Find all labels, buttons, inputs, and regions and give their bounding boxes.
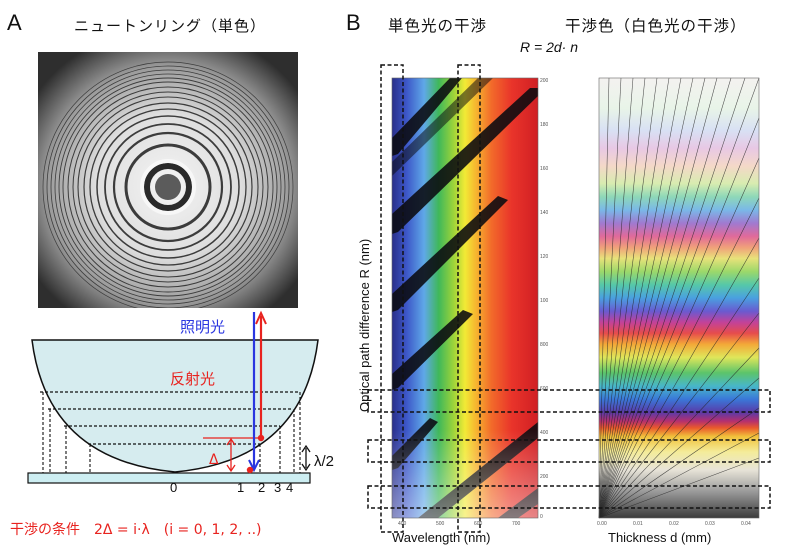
y-tick-800: 800 xyxy=(540,342,548,348)
ring-number-0: 0 xyxy=(170,480,178,495)
y-tick-1000: 1000 xyxy=(540,298,548,304)
ring-number-4: 4 xyxy=(286,480,294,495)
interference-condition: 干渉の条件 2Δ = i·λ (i = 0, 1, 2, ..) xyxy=(10,522,262,538)
ring-number-3: 3 xyxy=(274,480,282,495)
y-tick-200: 200 xyxy=(540,474,548,480)
half-wavelength-label: λ/2 xyxy=(314,453,335,470)
x-axis-label-thickness: Thickness d (mm) xyxy=(608,530,712,545)
delta-label: Δ xyxy=(209,452,219,468)
thickness-tick-4: 0.04 xyxy=(741,521,751,527)
x-axis-label-wavelength: Wavelength (nm) xyxy=(392,530,491,545)
monochromatic-interference-title: 単色光の干渉 xyxy=(388,17,488,35)
newton-rings-photo xyxy=(38,52,298,308)
y-tick-0: 0 xyxy=(540,514,543,520)
thickness-tick-0: 0.00 xyxy=(597,521,607,527)
ring-number-2: 2 xyxy=(258,480,266,495)
interference-color-title: 干渉色（白色光の干渉） xyxy=(565,17,747,35)
y-tick-1400: 1400 xyxy=(540,210,548,216)
optical-path-formula: R = 2d· n xyxy=(520,39,578,55)
thickness-tick-3: 0.03 xyxy=(705,521,715,527)
panel-a-letter: A xyxy=(7,10,22,35)
y-tick-1800: 1800 xyxy=(540,122,548,128)
yellow-wavelength-box xyxy=(457,64,481,533)
x-tick-500: 500 xyxy=(436,521,445,527)
zero-order-box xyxy=(367,485,771,509)
glass-plate xyxy=(27,472,311,484)
reflected-light-label: 反射光 xyxy=(170,370,216,388)
violet-wavelength-box xyxy=(380,64,404,533)
plano-convex-lens xyxy=(31,339,319,473)
y-tick-600: 600 xyxy=(540,386,548,392)
thickness-tick-1: 0.01 xyxy=(633,521,643,527)
lens-diagram xyxy=(27,310,319,484)
thickness-tick-2: 0.02 xyxy=(669,521,679,527)
panel-a-title: ニュートンリング（単色） xyxy=(74,17,267,35)
first-order-box xyxy=(367,389,771,413)
y-tick-1600: 1600 xyxy=(540,166,548,172)
half-wave-box xyxy=(367,439,771,463)
x-tick-600: 600 xyxy=(474,521,483,527)
ring-number-1: 1 xyxy=(237,480,245,495)
y-tick-400: 400 xyxy=(540,430,548,436)
x-tick-700: 700 xyxy=(512,521,521,527)
y-tick-1200: 1200 xyxy=(540,254,548,260)
illumination-light-label: 照明光 xyxy=(180,318,226,336)
panel-b-letter: B xyxy=(346,10,361,35)
